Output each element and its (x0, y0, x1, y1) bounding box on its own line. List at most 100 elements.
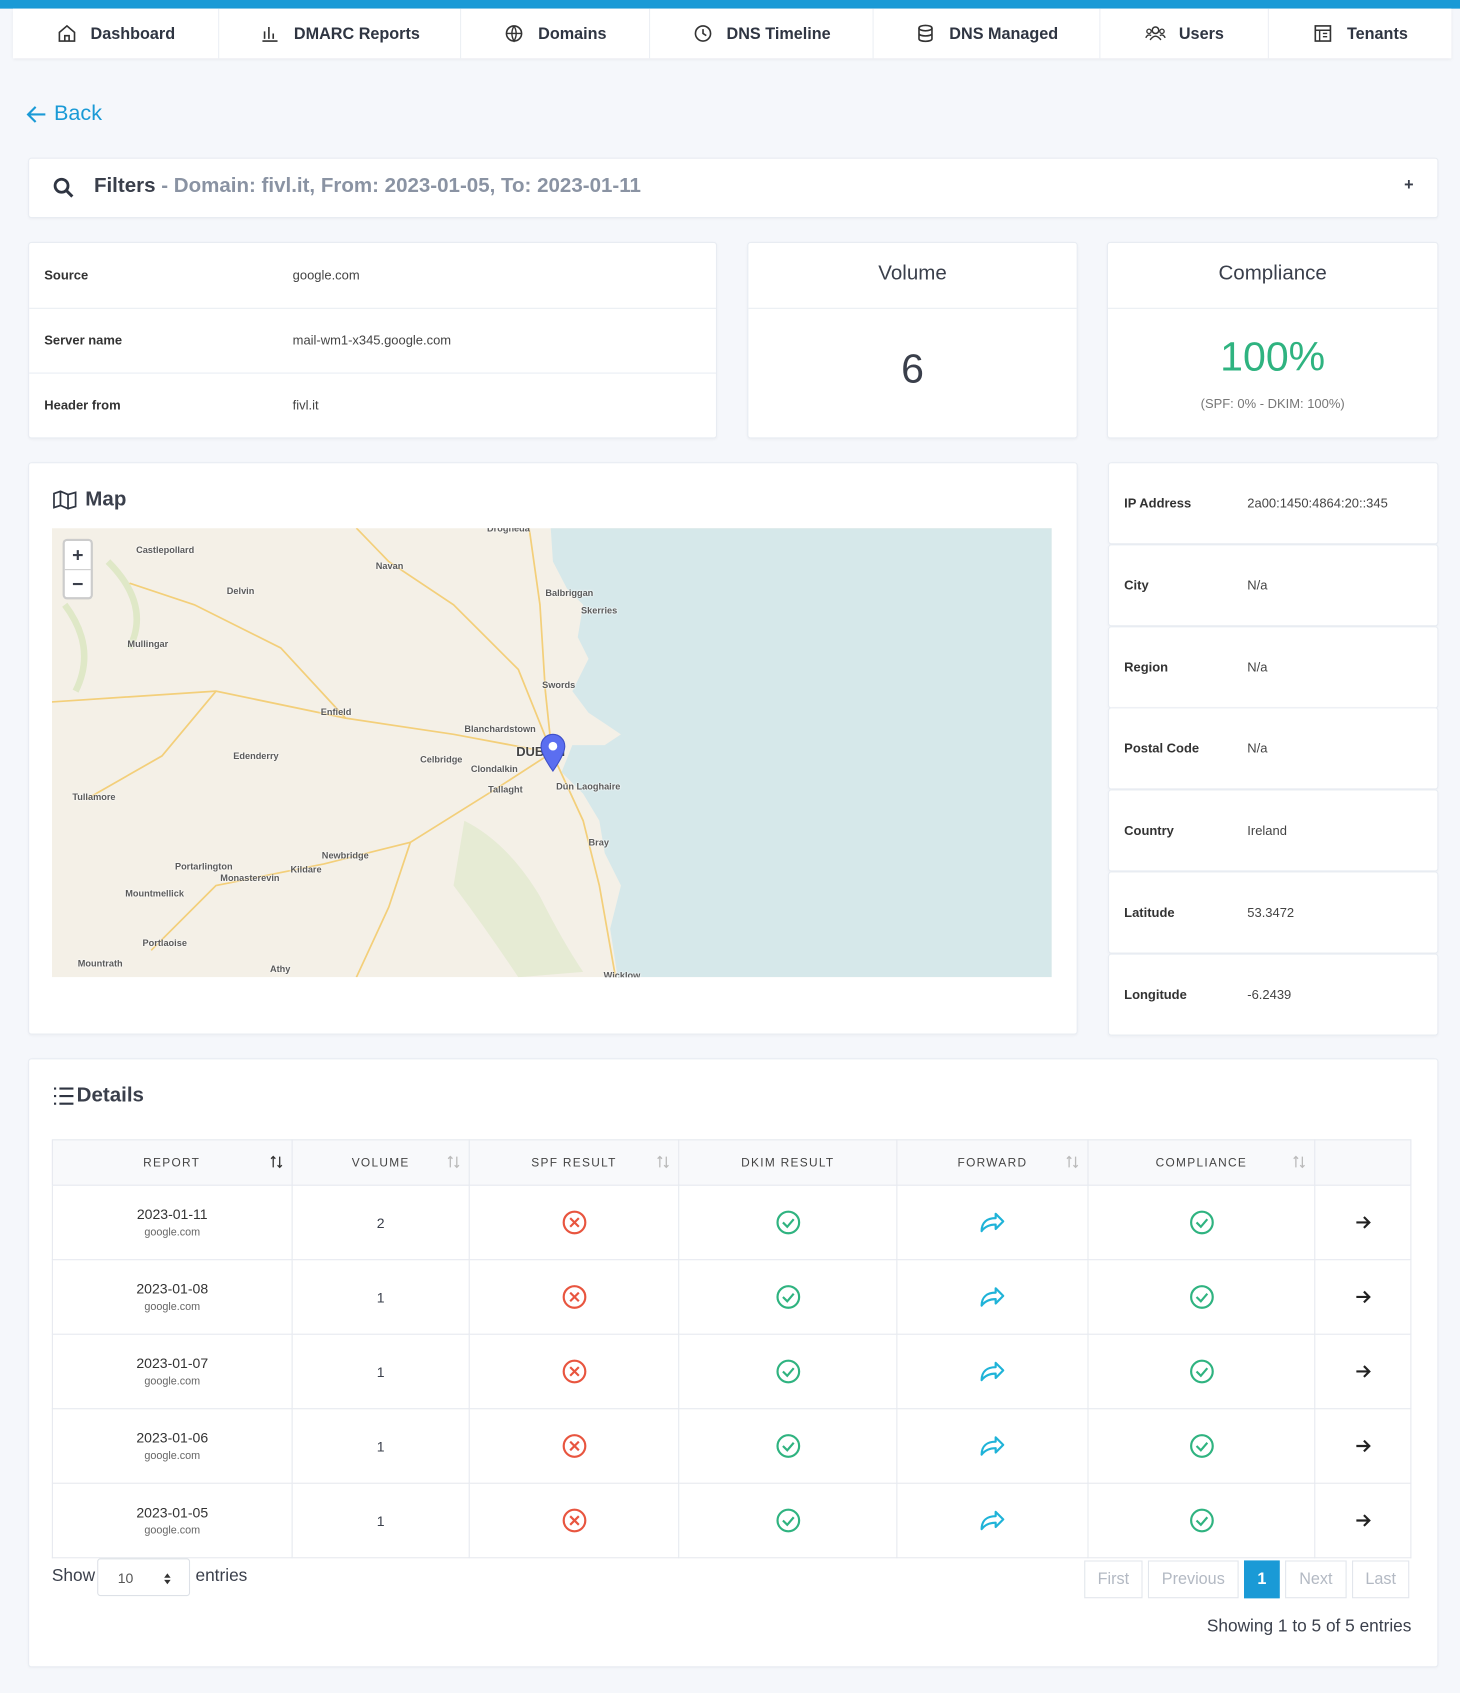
page-button[interactable]: Previous (1147, 1560, 1239, 1599)
nav-label: Domains (538, 24, 607, 43)
sort-icon (1066, 1154, 1079, 1172)
volume-cell: 1 (292, 1409, 470, 1484)
icon-cell[interactable] (1315, 1334, 1412, 1410)
icon-cell[interactable] (1315, 1260, 1412, 1335)
geo-label: City (1124, 577, 1149, 593)
compliance-pass-icon (1189, 1508, 1214, 1533)
nav-item[interactable]: Dashboard (13, 8, 220, 59)
compliance-value: 100% (1220, 334, 1326, 381)
roads (51, 528, 617, 978)
sort-icon (1293, 1154, 1306, 1172)
volume-value: 1 (376, 1437, 385, 1455)
zoom-control: + − (62, 538, 93, 600)
zoom-out[interactable]: − (72, 573, 84, 596)
icon-cell (469, 1185, 680, 1261)
report-source: google.com (144, 1301, 201, 1314)
filters-title: Filters (93, 174, 156, 198)
place-label: Delvin (226, 585, 255, 597)
spf-fail-icon (562, 1210, 586, 1235)
place-label: Navan (375, 560, 404, 572)
nav-item[interactable]: Users (1100, 8, 1269, 59)
report-source: google.com (144, 1524, 201, 1537)
icon-cell[interactable] (1315, 1185, 1412, 1261)
column-header (1315, 1139, 1411, 1185)
column-label: SPF RESULT (531, 1156, 617, 1169)
place-label: Skerries (580, 604, 618, 616)
dkim-pass-icon (775, 1359, 800, 1384)
filters-toggle[interactable]: + (1404, 176, 1414, 195)
place-label: Portarlington (174, 860, 233, 872)
entries-label: entries (195, 1566, 248, 1586)
sea (550, 528, 1052, 978)
column-header[interactable]: SPF RESULT (470, 1139, 680, 1186)
dkim-pass-icon (775, 1434, 800, 1458)
geo-value: Ireland (1247, 823, 1287, 839)
page-button[interactable]: First (1084, 1560, 1143, 1599)
report-source: google.com (144, 1375, 201, 1388)
page-button[interactable]: Next (1285, 1560, 1347, 1599)
place-label: Mountrath (77, 957, 123, 969)
nav-item[interactable]: Tenants (1269, 9, 1452, 59)
report-cell: 2023-01-07 google.com (51, 1334, 293, 1410)
icon-cell[interactable] (1315, 1409, 1412, 1484)
geo-row: Region N/a (1107, 625, 1439, 708)
place-label: Kildare (290, 863, 322, 875)
top-bar (0, 0, 1460, 9)
sort-icon (657, 1154, 670, 1172)
geo-label: Country (1124, 823, 1174, 839)
geo-value: N/a (1247, 659, 1268, 675)
column-label: COMPLIANCE (1155, 1156, 1248, 1169)
back-link[interactable]: Back (26, 102, 102, 127)
compliance-pass-icon (1189, 1434, 1214, 1458)
report-source: google.com (144, 1450, 201, 1463)
icon-cell (897, 1334, 1089, 1410)
volume-value: 2 (376, 1214, 385, 1231)
info-row: Source google.com (29, 243, 716, 309)
place-label: Newbridge (321, 849, 369, 861)
nav-item[interactable]: Domains (461, 8, 651, 59)
place-label: Balbriggan (545, 587, 594, 599)
icon-cell (1088, 1409, 1316, 1484)
nav-icon (918, 24, 933, 43)
map[interactable]: + − Castlepollard Drogheda Navan Delvin Balb… (51, 528, 1052, 978)
column-header[interactable]: DKIM RESULT (679, 1139, 898, 1186)
filters-card[interactable]: Filters - Domain: fivl.it, From: 2023-01… (28, 157, 1439, 219)
page-button[interactable]: Last (1352, 1560, 1410, 1599)
nav-item[interactable]: DNS Managed (874, 8, 1101, 59)
icon-cell (469, 1334, 680, 1410)
sort-arrows (270, 1155, 283, 1169)
sort-arrows (447, 1155, 460, 1169)
geo-row: Country Ireland (1107, 789, 1439, 872)
column-header[interactable]: FORWARD (897, 1139, 1089, 1186)
nav-icon (694, 25, 712, 42)
geo-label: Latitude (1124, 904, 1175, 921)
compliance-card: Compliance 100% (SPF: 0% - DKIM: 100%) (1106, 241, 1439, 439)
icon-cell[interactable] (1315, 1483, 1412, 1559)
column-label: VOLUME (351, 1156, 410, 1169)
page-size-select[interactable]: 10 (97, 1558, 191, 1597)
report-date: 2023-01-06 (136, 1429, 209, 1446)
geo-value: N/a (1247, 577, 1268, 593)
volume-cell: 1 (292, 1483, 470, 1559)
icon-cell (679, 1334, 898, 1410)
open-icon (1356, 1439, 1371, 1453)
nav-item[interactable]: DMARC Reports (219, 8, 462, 59)
report-cell: 2023-01-06 google.com (51, 1409, 293, 1484)
nav-item[interactable]: DNS Timeline (650, 8, 874, 59)
icon-cell (679, 1483, 898, 1559)
info-value: google.com (292, 267, 360, 283)
source-card: Source google.com Server name mail-wm1-x345… (28, 241, 718, 439)
geo-value: 53.3472 (1247, 904, 1295, 921)
info-row: Header from fivl.it (29, 373, 716, 438)
dkim-pass-icon (775, 1508, 800, 1533)
column-header[interactable]: VOLUME (293, 1139, 470, 1186)
place-label: Drogheda (487, 528, 530, 534)
page-button[interactable]: 1 (1244, 1560, 1280, 1599)
volume-card: Volume 6 (747, 241, 1078, 439)
column-header[interactable]: COMPLIANCE (1089, 1139, 1316, 1186)
info-label: Header from (44, 397, 121, 413)
column-header[interactable]: REPORT (52, 1139, 293, 1186)
nav-label: Tenants (1346, 24, 1408, 43)
zoom-in[interactable]: + (64, 541, 91, 571)
